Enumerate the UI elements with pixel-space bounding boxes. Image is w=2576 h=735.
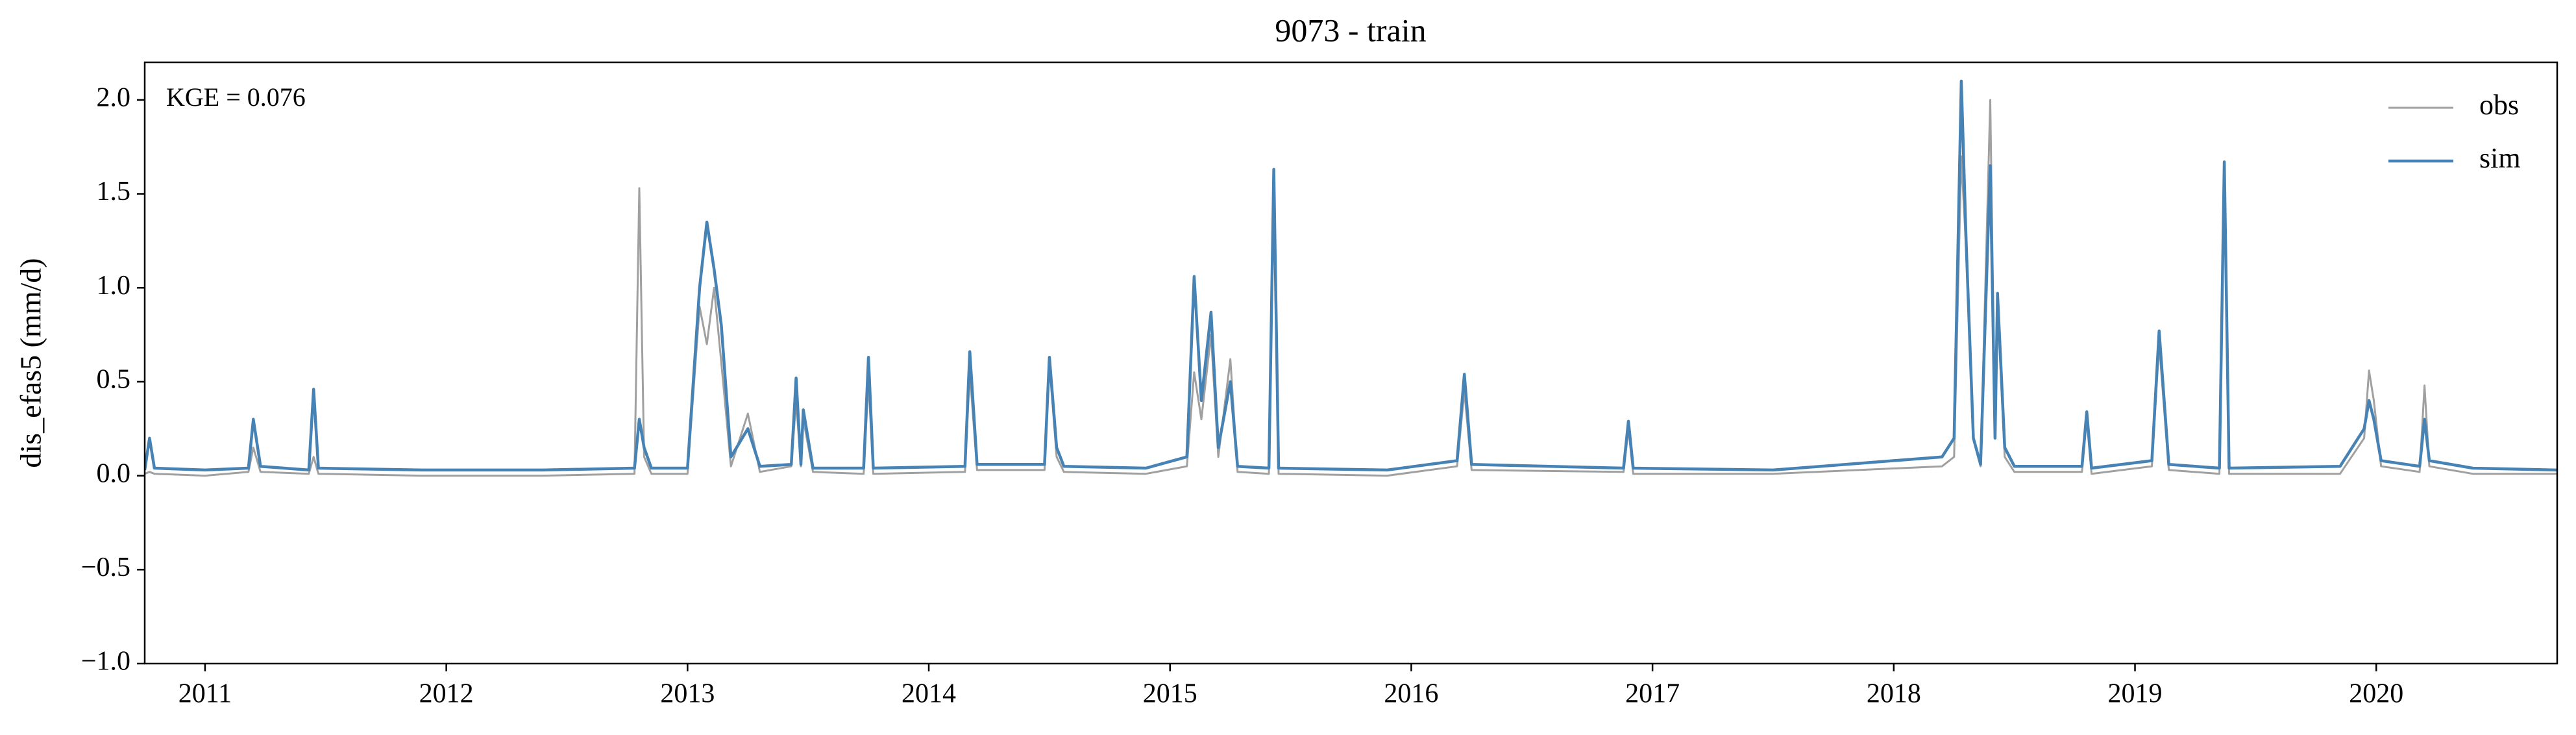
x-tick-label: 2020	[2349, 679, 2403, 709]
y-axis-label: dis_efas5 (mm/d)	[14, 258, 47, 467]
x-tick-label: 2016	[1384, 679, 1438, 709]
plot-frame	[143, 61, 2558, 665]
x-tick-label: 2014	[902, 679, 956, 709]
chart-title: 9073 - train	[1275, 12, 1426, 48]
line-obs	[145, 99, 2557, 477]
x-tick-label: 2011	[178, 679, 232, 709]
legend-label: obs	[2479, 89, 2519, 121]
y-tick-label: −0.5	[81, 553, 130, 582]
annotation: KGE = 0.076	[166, 82, 306, 112]
y-tick-label: 2.0	[97, 83, 131, 113]
y-tick-label: 0.0	[97, 458, 131, 488]
y-tick-label: −1.0	[81, 647, 130, 677]
legend-label: sim	[2479, 142, 2521, 174]
y-tick-label: 1.5	[97, 177, 131, 206]
x-tick-label: 2017	[1625, 679, 1680, 709]
x-tick-label: 2015	[1143, 679, 1197, 709]
line-sim	[145, 79, 2557, 472]
x-tick-label: 2012	[419, 679, 474, 709]
y-tick-label: 0.5	[97, 365, 131, 395]
x-tick-label: 2018	[1867, 679, 1921, 709]
x-tick-label: 2019	[2108, 679, 2163, 709]
x-tick-label: 2013	[660, 679, 715, 709]
y-tick-label: 1.0	[97, 271, 131, 301]
